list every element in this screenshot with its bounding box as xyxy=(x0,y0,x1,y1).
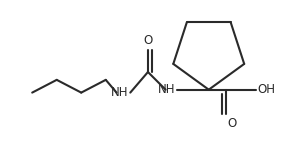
Text: O: O xyxy=(227,117,237,130)
Text: NH: NH xyxy=(111,86,128,99)
Text: OH: OH xyxy=(258,83,276,96)
Text: NH: NH xyxy=(158,83,175,96)
Text: O: O xyxy=(143,35,153,48)
